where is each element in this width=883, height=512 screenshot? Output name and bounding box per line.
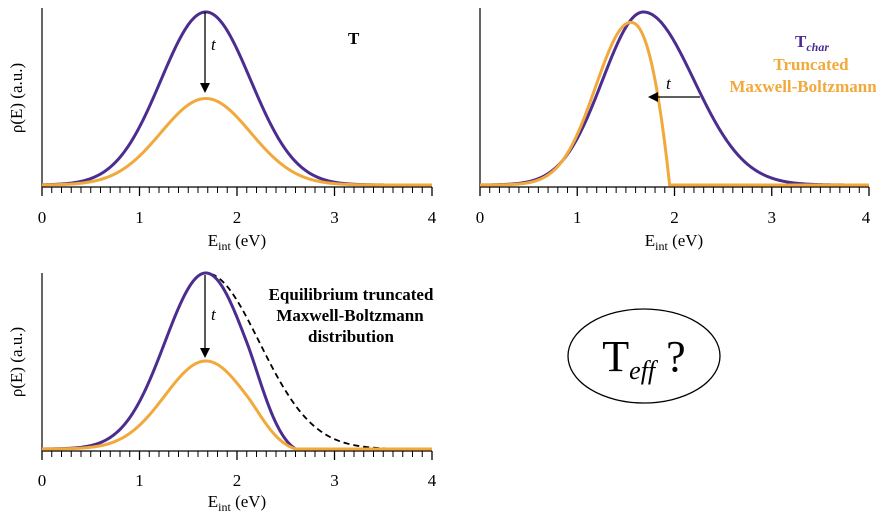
tick-label: 1 — [135, 471, 144, 490]
panel-top-left: 0 1 2 3 4 Eint (eV) ρ(E) (a.u.) t T — [7, 8, 437, 253]
bubble-text: Teff ? — [602, 332, 685, 385]
y-axis-label: ρ(E) (a.u.) — [7, 63, 26, 133]
y-axis-label: ρ(E) (a.u.) — [7, 327, 26, 397]
series-line-orange — [42, 359, 432, 451]
legend-truncated: Truncated — [773, 55, 849, 74]
axes-bottom-left — [41, 273, 433, 460]
tick-label: 4 — [428, 471, 437, 490]
series-line-orange — [41, 96, 432, 187]
panel-top-right: 0 1 2 3 4 Eint (eV) t Tchar Truncated Ma… — [476, 8, 877, 253]
x-ticks — [479, 187, 870, 196]
tick-label: 0 — [38, 471, 47, 490]
annotation-line-1: Equilibrium truncated — [269, 285, 434, 304]
x-axis-label: Eint (eV) — [645, 231, 703, 253]
tick-label: 4 — [862, 208, 871, 227]
question-bubble: Teff ? — [567, 308, 721, 404]
tick-label: 1 — [135, 208, 144, 227]
tick-label: 2 — [670, 208, 679, 227]
x-ticks — [41, 451, 433, 460]
tick-label: 3 — [330, 208, 339, 227]
tick-label: 0 — [38, 208, 47, 227]
tick-label: 4 — [428, 208, 437, 227]
x-axis-label: Eint (eV) — [208, 492, 266, 512]
x-ticks — [41, 187, 433, 196]
legend-Tchar: Tchar — [795, 32, 829, 54]
annotation-line-3: distribution — [308, 327, 395, 346]
bubble-ellipse — [567, 308, 721, 404]
panel-bottom-left: 0 1 2 3 4 Eint (eV) ρ(E) (a.u.) t Equili… — [7, 271, 437, 512]
arrow-label-t: t — [211, 35, 217, 54]
series-line-purple — [480, 10, 869, 187]
axes-top-right — [479, 8, 870, 196]
annotation-line-2: Maxwell-Boltzmann — [276, 306, 424, 325]
tick-label: 2 — [233, 208, 242, 227]
tick-label: 1 — [573, 208, 582, 227]
series-line-dashed — [42, 272, 433, 450]
tick-label: 2 — [233, 471, 242, 490]
arrow-label-t: t — [666, 74, 672, 93]
tick-label: 3 — [768, 208, 777, 227]
tick-label: 0 — [476, 208, 485, 227]
x-axis-label: Eint (eV) — [208, 231, 266, 253]
series-line-orange — [480, 20, 869, 187]
legend-maxwell-boltzmann: Maxwell-Boltzmann — [729, 77, 877, 96]
tick-label: 3 — [330, 471, 339, 490]
annotation-T: T — [348, 29, 360, 48]
arrow-label-t: t — [211, 305, 217, 324]
series-line-purple — [41, 10, 432, 187]
axes-top-left — [41, 8, 433, 196]
